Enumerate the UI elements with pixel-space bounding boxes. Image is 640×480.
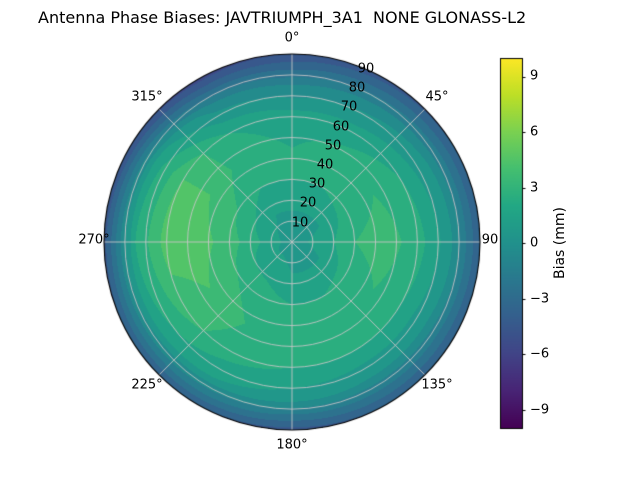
radial-tick-60: 60 (332, 119, 350, 135)
angular-tick-180: 180° (276, 437, 308, 453)
angular-tick-135: 135° (421, 377, 453, 393)
angular-tick-270: 270° (78, 232, 110, 248)
radial-tick-40: 40 (316, 157, 334, 173)
angular-tick-315: 315° (131, 89, 163, 105)
radial-tick-50: 50 (324, 138, 342, 154)
colorbar-tick-6: 6 (530, 124, 539, 140)
colorbar-tick-0: 0 (530, 235, 539, 251)
angular-tick-225: 225° (131, 377, 163, 393)
colorbar-tick-neg3: −3 (530, 291, 550, 307)
angular-tick-45: 45° (425, 89, 449, 105)
chart-title: Antenna Phase Biases: JAVTRIUMPH_3A1 NON… (38, 8, 527, 27)
angular-tick-90: 90 (481, 232, 499, 248)
radial-tick-30: 30 (308, 176, 326, 192)
radial-tick-20: 20 (299, 195, 317, 211)
colorbar-tick-neg6: −6 (530, 346, 550, 362)
radial-tick-80: 80 (348, 80, 366, 96)
radial-tick-10: 10 (291, 215, 309, 231)
colorbar-axis-label: Bias (mm) (552, 206, 568, 280)
angular-tick-0: 0° (284, 30, 300, 46)
radial-tick-90: 90 (357, 61, 375, 77)
colorbar-tick-neg9: −9 (530, 402, 550, 418)
colorbar-tick-3: 3 (530, 180, 539, 196)
colorbar-tick-9: 9 (530, 68, 539, 84)
radial-tick-70: 70 (340, 99, 358, 115)
